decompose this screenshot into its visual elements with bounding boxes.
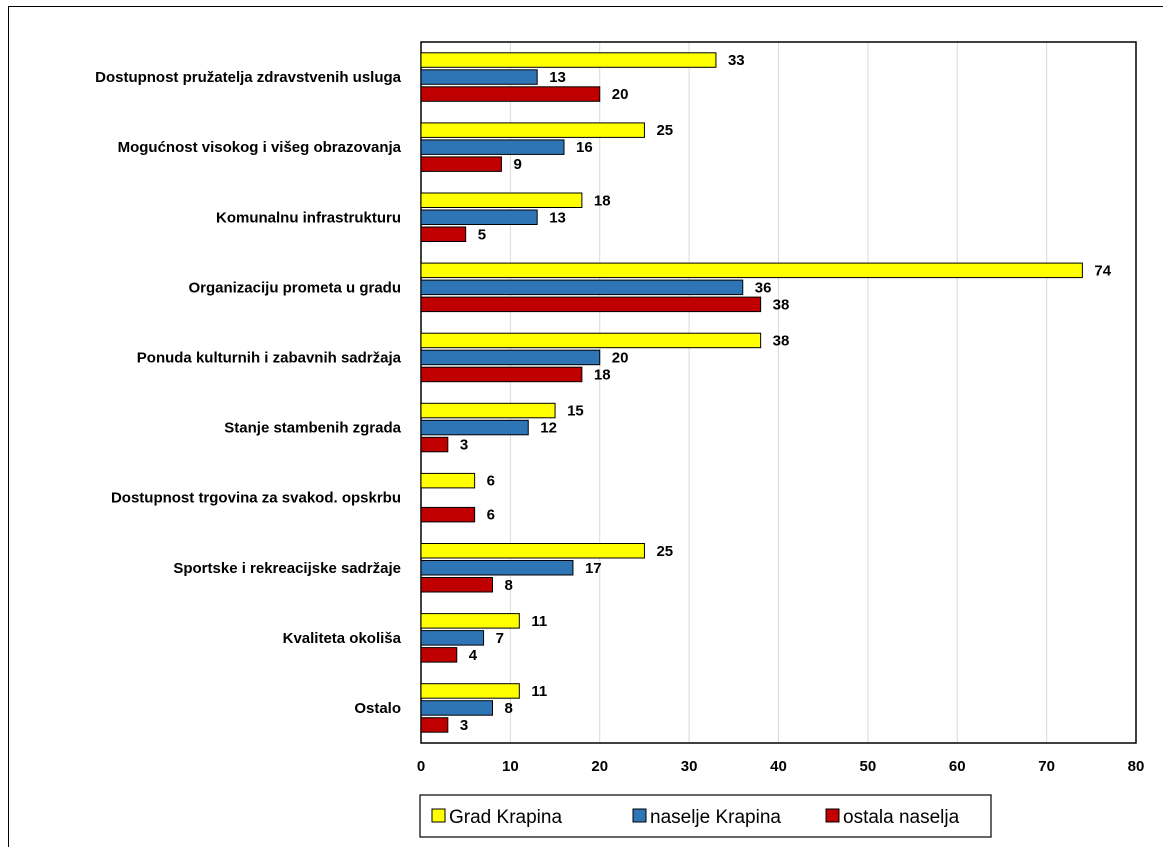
legend-swatch bbox=[431, 808, 446, 823]
category-label: Sportske i rekreacijske sadržaje bbox=[173, 560, 401, 577]
category-label: Ostalo bbox=[354, 700, 401, 717]
category-label: Ponuda kulturnih i zabavnih sadržaja bbox=[137, 349, 402, 366]
category-label: Dostupnost pružatelja zdravstvenih uslug… bbox=[95, 69, 402, 86]
data-label: 9 bbox=[513, 156, 521, 173]
bar bbox=[420, 506, 476, 523]
category-label: Organizaciju prometa u gradu bbox=[188, 279, 401, 296]
data-label: 7 bbox=[496, 630, 504, 647]
bars bbox=[420, 52, 1083, 733]
data-label: 3 bbox=[460, 437, 468, 454]
bar bbox=[420, 86, 601, 102]
bar bbox=[420, 69, 538, 85]
data-label: 25 bbox=[656, 122, 673, 139]
data-label: 17 bbox=[585, 560, 602, 577]
bar bbox=[420, 436, 449, 453]
data-label: 20 bbox=[612, 349, 629, 366]
data-label: 12 bbox=[540, 420, 557, 437]
data-label: 6 bbox=[487, 473, 495, 490]
bar bbox=[420, 296, 762, 313]
bar bbox=[420, 226, 467, 242]
bar bbox=[420, 683, 520, 699]
legend-swatch bbox=[825, 808, 840, 823]
bar bbox=[420, 349, 601, 366]
data-label: 5 bbox=[478, 226, 486, 243]
data-label: 25 bbox=[656, 543, 673, 560]
bar bbox=[420, 613, 520, 629]
data-label: 38 bbox=[773, 332, 790, 349]
category-labels: Dostupnost pružatelja zdravstvenih uslug… bbox=[95, 69, 402, 717]
data-label: 18 bbox=[594, 366, 611, 383]
data-label: 6 bbox=[487, 507, 495, 524]
x-tick-label: 60 bbox=[949, 758, 966, 775]
category-label: Stanje stambenih zgrada bbox=[224, 420, 401, 437]
data-label: 13 bbox=[549, 209, 566, 226]
x-tick-label: 50 bbox=[860, 758, 877, 775]
bar bbox=[420, 577, 493, 593]
bar bbox=[420, 366, 583, 383]
bar bbox=[420, 543, 645, 559]
x-tick-label: 20 bbox=[591, 758, 608, 775]
data-label: 8 bbox=[505, 700, 513, 717]
data-label: 3 bbox=[460, 717, 468, 734]
data-label: 4 bbox=[469, 647, 478, 664]
x-tick-label: 70 bbox=[1038, 758, 1055, 775]
category-label: Dostupnost trgovina za svakod. opskrbu bbox=[111, 490, 401, 507]
bar bbox=[420, 139, 565, 155]
x-tick-label: 30 bbox=[681, 758, 698, 775]
bar bbox=[420, 192, 583, 208]
legend-label: naselje Krapina bbox=[650, 807, 781, 828]
bar bbox=[420, 717, 449, 733]
bar bbox=[420, 647, 458, 663]
category-label: Mogućnost visokog i višeg obrazovanja bbox=[118, 139, 402, 156]
bar bbox=[420, 156, 502, 172]
data-label: 38 bbox=[773, 296, 790, 313]
data-label: 11 bbox=[531, 683, 547, 700]
plot-area-border bbox=[420, 41, 1137, 744]
legend: Grad Krapina naselje Krapina ostala naselj… bbox=[419, 794, 992, 838]
bar bbox=[420, 402, 556, 419]
bar bbox=[420, 700, 493, 716]
bar bbox=[420, 419, 529, 436]
legend-label: Grad Krapina bbox=[449, 807, 562, 828]
category-label: Komunalnu infrastrukturu bbox=[216, 209, 401, 226]
bar bbox=[420, 262, 1083, 279]
data-label: 16 bbox=[576, 139, 593, 156]
bar bbox=[420, 472, 476, 489]
x-tick-label: 80 bbox=[1128, 758, 1145, 775]
legend-swatch bbox=[632, 808, 647, 823]
data-labels: 3313202516918135743638382018151236625178… bbox=[460, 52, 1112, 734]
bar bbox=[420, 279, 744, 296]
x-tick-label: 10 bbox=[502, 758, 519, 775]
x-tick-labels: 0 10 20 30 40 50 60 70 80 bbox=[417, 758, 1145, 775]
bar bbox=[420, 122, 645, 138]
data-label: 33 bbox=[728, 52, 745, 69]
data-label: 11 bbox=[531, 613, 547, 630]
legend-box bbox=[419, 794, 992, 838]
x-tick-label: 0 bbox=[417, 758, 425, 775]
bar bbox=[420, 52, 717, 68]
legend-label: ostala naselja bbox=[843, 807, 960, 828]
bar bbox=[420, 560, 574, 576]
data-label: 15 bbox=[567, 403, 584, 420]
data-label: 74 bbox=[1094, 262, 1111, 279]
data-label: 20 bbox=[612, 86, 629, 103]
bar bbox=[420, 209, 538, 225]
x-tick-label: 40 bbox=[770, 758, 787, 775]
bar bbox=[420, 332, 762, 349]
axes bbox=[420, 41, 1137, 744]
data-label: 36 bbox=[755, 279, 772, 296]
chart-frame bbox=[8, 6, 1163, 847]
data-label: 13 bbox=[549, 69, 566, 86]
grid-lines bbox=[509, 42, 1137, 743]
category-label: Kvaliteta okoliša bbox=[283, 630, 402, 647]
data-label: 18 bbox=[594, 192, 611, 209]
data-label: 8 bbox=[505, 577, 513, 594]
bar bbox=[420, 630, 485, 646]
